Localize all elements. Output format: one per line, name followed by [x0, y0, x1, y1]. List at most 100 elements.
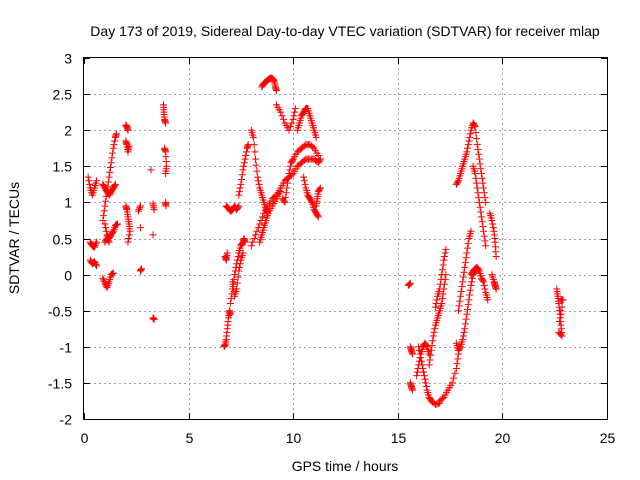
y-tick-label: -1	[60, 340, 73, 356]
data-point	[162, 170, 170, 178]
data-point	[422, 383, 430, 391]
data-point	[440, 256, 448, 264]
data-point	[439, 261, 447, 269]
data-point	[473, 141, 481, 149]
data-point	[286, 162, 294, 170]
data-point	[150, 315, 158, 323]
data-point	[556, 318, 564, 326]
data-point	[241, 155, 249, 163]
data-point	[104, 237, 112, 245]
data-point	[244, 141, 252, 149]
data-point	[136, 224, 144, 232]
data-point	[477, 213, 485, 221]
data-point	[489, 220, 497, 228]
y-tick-labels: -2 -1.5 -1 -0.5 0 0.5 1 1.5 2 2.5 3	[48, 51, 72, 428]
data-point	[256, 220, 264, 228]
data-point	[459, 336, 467, 344]
data-point	[436, 280, 444, 288]
data-point	[492, 253, 500, 261]
data-point	[291, 108, 299, 116]
data-point	[92, 240, 100, 248]
data-point	[109, 149, 117, 157]
data-point	[135, 205, 143, 213]
data-point	[451, 369, 459, 377]
data-point	[99, 274, 107, 282]
x-axis-label: GPS time / hours	[292, 458, 399, 474]
data-point	[454, 355, 462, 363]
data-point	[474, 189, 482, 197]
data-point	[316, 184, 324, 192]
data-point	[85, 177, 93, 185]
data-point	[408, 350, 416, 358]
data-point	[480, 278, 488, 286]
data-point	[272, 86, 280, 94]
data-point	[473, 135, 481, 143]
data-point	[438, 266, 446, 274]
data-point	[254, 177, 262, 185]
data-point	[416, 350, 424, 358]
data-point	[475, 150, 483, 158]
data-point	[84, 173, 92, 181]
data-point	[460, 268, 468, 276]
data-point	[91, 259, 99, 267]
data-point	[453, 360, 461, 368]
data-point	[415, 343, 423, 351]
data-point	[422, 379, 430, 387]
data-point	[316, 156, 324, 164]
data-point	[452, 364, 460, 372]
data-point	[463, 310, 471, 318]
data-point	[234, 253, 242, 261]
data-point	[242, 148, 250, 156]
y-tick-label: 0.5	[53, 232, 73, 248]
data-point	[291, 105, 299, 113]
data-point	[480, 232, 488, 240]
data-point	[234, 273, 242, 281]
data-point	[427, 346, 435, 354]
data-point	[464, 239, 472, 247]
data-point	[461, 320, 469, 328]
data-point	[431, 303, 439, 311]
data-point	[250, 235, 258, 242]
data-point	[251, 148, 259, 156]
data-point	[250, 141, 258, 149]
data-point	[252, 231, 260, 239]
data-point	[259, 213, 267, 221]
x-tick-label: 10	[286, 430, 302, 446]
data-point	[249, 238, 257, 246]
grid-lines	[84, 58, 607, 419]
data-point	[126, 227, 134, 235]
data-point	[413, 368, 421, 376]
data-point	[90, 258, 98, 266]
data-point	[480, 184, 488, 192]
data-point	[459, 332, 467, 340]
data-point	[454, 178, 462, 186]
data-point	[229, 278, 237, 286]
data-point	[464, 301, 472, 309]
data-point	[432, 299, 440, 307]
data-point	[461, 263, 469, 271]
data-point	[112, 130, 120, 138]
data-point	[420, 372, 428, 380]
data-point	[105, 173, 113, 181]
data-point	[282, 194, 290, 202]
data-point	[457, 292, 465, 300]
data-point	[482, 198, 490, 206]
data-point	[108, 154, 116, 162]
data-point	[477, 170, 485, 178]
data-point	[125, 235, 133, 242]
data-point	[106, 164, 114, 172]
y-tick-label: 3	[64, 51, 72, 67]
data-point	[277, 188, 285, 196]
data-point	[277, 108, 285, 116]
data-point	[90, 243, 98, 251]
x-tick-label: 25	[600, 430, 616, 446]
data-point	[147, 166, 155, 174]
data-point	[93, 177, 101, 185]
data-point	[430, 328, 438, 336]
data-point	[252, 155, 260, 163]
data-point	[559, 296, 567, 304]
data-point	[312, 133, 320, 141]
data-point	[456, 344, 464, 352]
data-point	[467, 227, 475, 235]
data-point	[290, 112, 298, 120]
